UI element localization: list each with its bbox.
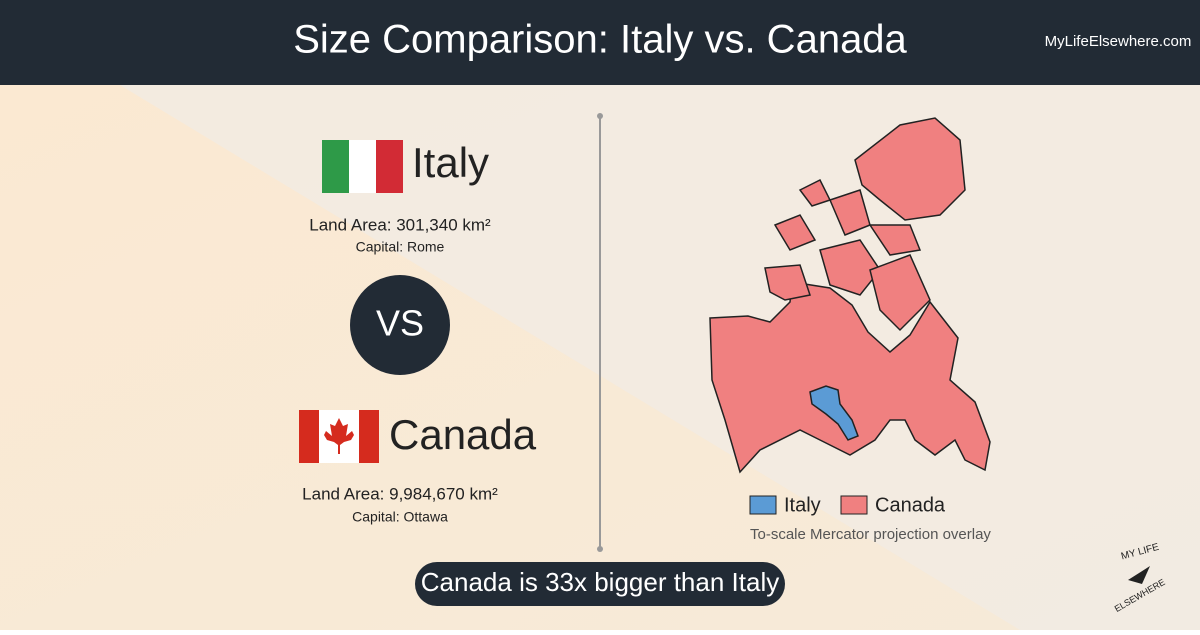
italy-flag: [322, 140, 403, 193]
divider-dot: [597, 546, 603, 552]
title: Size Comparison: Italy vs. Canada: [293, 18, 907, 62]
country-name: Canada: [389, 411, 537, 458]
legend-label: Canada: [875, 494, 946, 516]
summary: Canada is 33x bigger than Italy: [421, 567, 779, 597]
header-bar: [0, 0, 1200, 85]
country-name: Italy: [412, 139, 489, 186]
land-area: Land Area: 9,984,670 km²: [302, 484, 498, 503]
land-area: Land Area: 301,340 km²: [309, 215, 491, 234]
logo-plane: [1128, 566, 1150, 584]
italy-map: [809, 385, 859, 441]
divider-dot: [597, 113, 603, 119]
legend-swatch: [749, 495, 777, 515]
vs-circle: [350, 275, 450, 375]
background-band: [120, 85, 1200, 630]
note: To-scale Mercator projection overlay: [750, 526, 991, 543]
canada-flag: [299, 410, 379, 463]
capital: Capital: Rome: [356, 239, 445, 255]
legend-swatch: [840, 495, 868, 515]
canada-map: [709, 117, 991, 474]
summary-pill: [415, 562, 785, 606]
capital: Capital: Ottawa: [352, 509, 448, 525]
legend-label: Italy: [784, 494, 821, 516]
vs-text: VS: [376, 303, 424, 344]
site-name: MyLifeElsewhere.com: [1045, 33, 1192, 50]
